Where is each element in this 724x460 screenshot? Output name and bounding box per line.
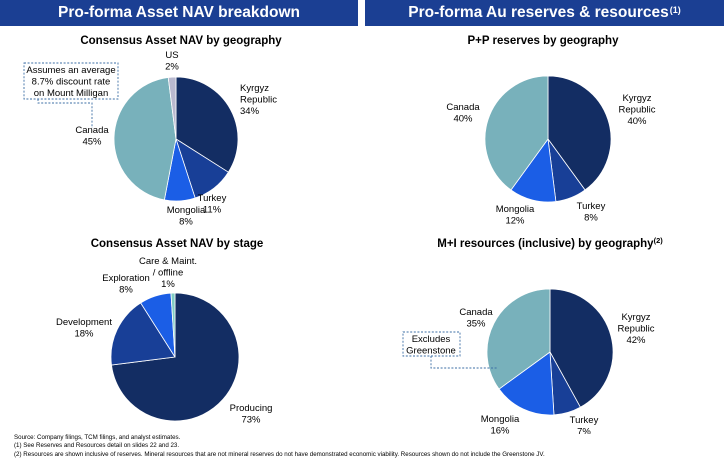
chart-title: Consensus Asset NAV by geography	[80, 35, 282, 47]
pie-slice-canada	[113, 77, 177, 201]
slice-label-turkey: Turkey 8%	[577, 201, 606, 224]
slice-label-canada: Canada 40%	[446, 102, 480, 125]
slice-label-canada: Canada 35%	[459, 307, 493, 330]
left-section-banner: Pro-forma Asset NAV breakdown	[0, 0, 358, 26]
right-banner-footnote-marker: (1)	[669, 5, 681, 15]
pie-slice-canada	[484, 75, 549, 191]
slice-label-us: US 2%	[165, 50, 179, 73]
slice-label-mongolia: Mongolia 12%	[496, 204, 535, 227]
slice-label-canada: Canada 45%	[75, 125, 109, 148]
pie-chart-1: Consensus Asset NAV by geography Kyrgyz Re…	[75, 35, 282, 228]
greenstone-leader-line	[430, 356, 498, 369]
chart-title: M+I resources (inclusive) by geography(2…	[437, 236, 663, 250]
pie-slice-kyrgyz	[547, 75, 612, 191]
greenstone-annotation-text: Excludes Greenstone	[406, 334, 456, 357]
pie-slice-kyrgyz	[549, 288, 614, 408]
slice-label-mongolia: Mongolia 16%	[481, 414, 520, 434]
slice-label-kyrgyz: Kyrgyz Republic 34%	[240, 83, 277, 117]
chart-title: P+P reserves by geography	[468, 35, 620, 47]
pie-chart-4: M+I resources (inclusive) by geography(2…	[437, 236, 663, 434]
greenstone-annotation: Excludes Greenstone	[402, 331, 498, 369]
pie-slice-us	[167, 76, 177, 140]
pie-chart-2: Consensus Asset NAV by stage Producing 73%…	[56, 238, 272, 426]
pie-slice-care-maint	[170, 292, 176, 358]
milligan-annotation: Assumes an average 8.7% discount rate on M…	[23, 62, 119, 128]
right-banner-title: Pro-forma Au reserves & resources	[408, 4, 669, 21]
slice-label-producing: Producing 73%	[230, 403, 273, 426]
milligan-annotation-text: Assumes an average 8.7% discount rate on M…	[26, 65, 115, 99]
slice-label-exploration: Exploration 8%	[102, 273, 150, 296]
slice-label-care-maint: Care & Maint. / offline 1%	[139, 256, 197, 290]
pie-chart-3: P+P reserves by geography Kyrgyz Republic 4…	[446, 35, 655, 227]
pie-slice-development	[110, 302, 176, 366]
footnotes: Source: Company filings, TCM filings, an…	[14, 434, 714, 459]
slice-label-kyrgyz: Kyrgyz Republic 40%	[619, 93, 656, 127]
footnote-1: (1) See Reserves and Resources detail on…	[14, 442, 180, 450]
pie-slice-mongolia	[498, 351, 555, 416]
footnote-2: (2) Resources are shown inclusive of res…	[14, 450, 545, 458]
left-banner-title: Pro-forma Asset NAV breakdown	[57, 4, 301, 21]
pie-slice-canada	[486, 288, 551, 390]
slice-label-mongolia: Mongolia 8%	[167, 205, 206, 228]
milligan-annotation-box	[23, 62, 119, 100]
milligan-leader-line	[37, 99, 93, 128]
footnote-source: Source: Company filings, TCM filings, an…	[14, 434, 181, 441]
slice-label-turkey: Turkey 7%	[570, 415, 599, 434]
greenstone-annotation-box	[402, 331, 461, 357]
chart-title: Consensus Asset NAV by stage	[91, 238, 264, 250]
slice-label-kyrgyz: Kyrgyz Republic 42%	[618, 312, 655, 346]
slice-label-development: Development 18%	[56, 317, 112, 340]
charts-canvas: Consensus Asset NAV by geography Kyrgyz Re…	[23, 35, 663, 434]
right-section-banner: Pro-forma Au reserves & resources (1)	[365, 0, 724, 26]
slice-label-turkey: Turkey 11%	[198, 193, 227, 216]
